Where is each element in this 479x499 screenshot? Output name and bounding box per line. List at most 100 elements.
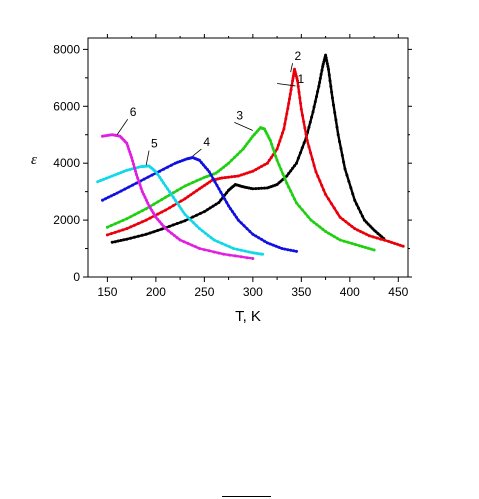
series-6-point bbox=[153, 213, 156, 217]
series-2-point bbox=[129, 225, 133, 229]
series-3-point bbox=[232, 156, 236, 159]
series-1-point bbox=[217, 201, 221, 204]
series-2-point bbox=[198, 187, 201, 191]
series-3-point bbox=[245, 142, 249, 146]
series-6-point bbox=[162, 224, 166, 228]
series-5-point bbox=[239, 248, 243, 252]
series-6-point bbox=[151, 211, 155, 215]
series-2-point bbox=[387, 239, 391, 243]
series-1-point bbox=[321, 65, 325, 68]
series-3-point bbox=[187, 182, 191, 186]
series-5-point bbox=[189, 218, 193, 222]
series-2-point bbox=[265, 161, 269, 165]
series-3-point bbox=[243, 144, 247, 148]
series-3-point bbox=[224, 163, 228, 167]
series-2-point bbox=[294, 72, 298, 76]
series-5-point bbox=[173, 198, 177, 202]
series-3-point bbox=[160, 198, 164, 202]
series-4-point bbox=[265, 241, 269, 245]
y-tick-label: 8000 bbox=[53, 42, 80, 56]
series-2-point bbox=[288, 97, 291, 101]
series-layer bbox=[96, 53, 405, 260]
series-5-point bbox=[102, 177, 105, 181]
series-5-point bbox=[220, 241, 224, 245]
series-4-point bbox=[183, 158, 187, 162]
series-6-point bbox=[156, 218, 160, 221]
series-3-point bbox=[191, 181, 195, 184]
series-1-point bbox=[319, 72, 323, 76]
series-2-point bbox=[254, 168, 258, 172]
series-4-point bbox=[257, 236, 261, 240]
series-6-point bbox=[134, 169, 137, 173]
series-6-point bbox=[198, 247, 201, 250]
series-2-point bbox=[379, 237, 383, 241]
series-2-point bbox=[245, 171, 249, 175]
series-4-point bbox=[158, 169, 162, 173]
series-3-point bbox=[279, 167, 283, 171]
series-3-point bbox=[144, 207, 148, 211]
series-2-point bbox=[335, 211, 339, 215]
series-5-point bbox=[162, 181, 166, 185]
series-1-point bbox=[339, 146, 343, 150]
series-6-point bbox=[137, 179, 141, 183]
series-3-point bbox=[366, 246, 370, 250]
series-3-point bbox=[222, 165, 226, 169]
series-1-point bbox=[205, 208, 209, 212]
series-2-point bbox=[233, 174, 237, 178]
series-2-point bbox=[136, 222, 140, 225]
series-4-point bbox=[203, 165, 207, 169]
series-5-point bbox=[247, 250, 251, 254]
series-1-point bbox=[254, 187, 258, 191]
series-2-point bbox=[383, 238, 387, 242]
series-3-point bbox=[136, 211, 140, 215]
series-2-point bbox=[350, 224, 354, 228]
series-2-point bbox=[260, 164, 264, 168]
series-1-point bbox=[335, 125, 339, 129]
series-1-point bbox=[310, 115, 314, 119]
series-4-point bbox=[229, 207, 232, 211]
series-3-point bbox=[125, 217, 129, 221]
series-1-point bbox=[328, 79, 332, 83]
series-3-point bbox=[342, 239, 346, 243]
series-2-point bbox=[314, 170, 318, 174]
series-2-point bbox=[398, 243, 402, 247]
series-6-point bbox=[128, 150, 132, 154]
series-3-point bbox=[283, 177, 287, 181]
series-3-point bbox=[235, 153, 239, 157]
series-3-point bbox=[268, 138, 272, 142]
series-4-point bbox=[119, 189, 123, 193]
series-3-point bbox=[354, 243, 358, 247]
series-1-point bbox=[171, 223, 175, 227]
series-1-point bbox=[322, 60, 326, 64]
series-4-point bbox=[109, 194, 113, 198]
series-2-point bbox=[168, 206, 171, 210]
series-1-point bbox=[360, 214, 364, 218]
series-3-line bbox=[106, 126, 376, 252]
series-6-point bbox=[182, 240, 186, 244]
series-1-point bbox=[110, 240, 114, 244]
series-6-point bbox=[202, 248, 206, 252]
series-5-point bbox=[107, 175, 111, 179]
series-2-point bbox=[205, 182, 209, 186]
series-3-point bbox=[230, 158, 233, 162]
series-3-point bbox=[306, 215, 310, 219]
series-4-point bbox=[104, 197, 107, 201]
series-1-point bbox=[324, 53, 328, 57]
series-2-point bbox=[203, 183, 207, 187]
series-4-point bbox=[135, 181, 138, 185]
series-4-point bbox=[205, 167, 209, 171]
series-3-point bbox=[195, 179, 199, 183]
series-6-point bbox=[127, 147, 131, 151]
series-5-point bbox=[96, 180, 100, 184]
series-1-point bbox=[296, 156, 300, 160]
series-3-point bbox=[117, 220, 121, 224]
series-4-point bbox=[217, 187, 221, 191]
series-4-point bbox=[209, 173, 213, 177]
series-2-point bbox=[371, 235, 375, 239]
series-2-point bbox=[299, 107, 303, 111]
series-3-point bbox=[324, 230, 328, 233]
x-tick-label: 400 bbox=[340, 285, 360, 299]
x-tick-label: 200 bbox=[146, 285, 166, 299]
series-4-point bbox=[142, 177, 146, 181]
